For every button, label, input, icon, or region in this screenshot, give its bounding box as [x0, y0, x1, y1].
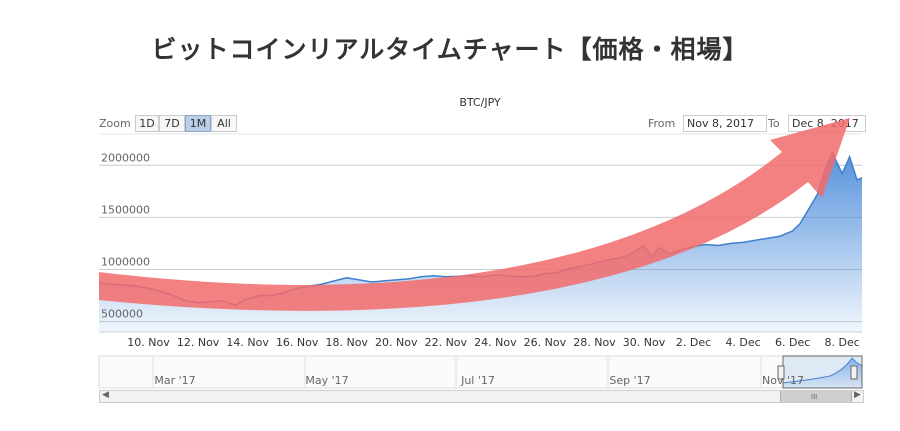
- x-tick-label: 14. Nov: [226, 336, 269, 349]
- scroll-left-arrow-icon[interactable]: ◀: [102, 390, 109, 400]
- zoom-all-button[interactable]: All: [211, 115, 237, 132]
- navigator-selection: [782, 355, 863, 389]
- to-label: To: [768, 117, 780, 130]
- y-tick-label: 2000000: [101, 151, 150, 164]
- navigator-scrollbar[interactable]: ◀ III ▶: [99, 390, 864, 403]
- from-date-input[interactable]: Nov 8, 2017: [683, 115, 767, 132]
- navigator-label: May '17: [305, 374, 348, 387]
- page-title: ビットコインリアルタイムチャート【価格・相場】: [151, 35, 749, 64]
- x-tick-label: 22. Nov: [425, 336, 468, 349]
- x-tick-label: 28. Nov: [573, 336, 616, 349]
- zoom-1m-button[interactable]: 1M: [185, 115, 211, 132]
- series-area: [99, 152, 862, 332]
- scrollbar-thumb[interactable]: III: [780, 391, 852, 402]
- navigator-label: Sep '17: [609, 374, 650, 387]
- chart-title: BTC/JPY: [459, 96, 501, 109]
- x-tick-label: 20. Nov: [375, 336, 418, 349]
- navigator-panel: [98, 355, 863, 389]
- x-tick-label: 16. Nov: [276, 336, 319, 349]
- zoom-1d-button[interactable]: 1D: [135, 115, 159, 132]
- navigator-right-handle: [850, 365, 858, 380]
- x-tick-label: 12. Nov: [177, 336, 220, 349]
- zoom-label: Zoom: [99, 117, 131, 130]
- navigator-series: [782, 357, 863, 389]
- x-tick-label: 30. Nov: [623, 336, 666, 349]
- x-tick-label: 8. Dec: [825, 336, 860, 349]
- x-tick-label: 26. Nov: [524, 336, 567, 349]
- x-tick-label: 4. Dec: [725, 336, 760, 349]
- scroll-grip-icon: III: [811, 393, 818, 401]
- navigator-left-handle: [777, 365, 785, 380]
- navigator-label: Mar '17: [154, 374, 195, 387]
- y-tick-label: 1000000: [101, 255, 150, 268]
- navigator-label: Nov '17: [762, 374, 804, 387]
- x-tick-label: 18. Nov: [325, 336, 368, 349]
- trend-arrow-icon: [99, 118, 850, 311]
- zoom-7d-button[interactable]: 7D: [159, 115, 185, 132]
- navigator-label: Jul '17: [460, 374, 495, 387]
- y-tick-label: 500000: [101, 308, 143, 321]
- x-tick-label: 24. Nov: [474, 336, 517, 349]
- x-tick-label: 6. Dec: [775, 336, 810, 349]
- x-tick-label: 10. Nov: [127, 336, 170, 349]
- from-label: From: [648, 117, 676, 130]
- y-tick-label: 1500000: [101, 203, 150, 216]
- x-tick-label: 2. Dec: [676, 336, 711, 349]
- scroll-right-arrow-icon[interactable]: ▶: [854, 390, 861, 400]
